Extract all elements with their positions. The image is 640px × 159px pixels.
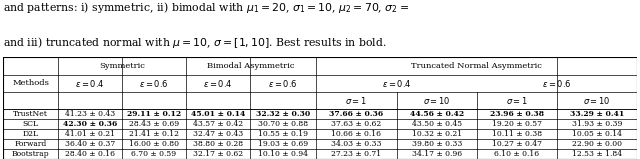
Text: 44.56 ± 0.42: 44.56 ± 0.42 [410,110,464,118]
Text: 38.80 ± 0.28: 38.80 ± 0.28 [193,140,243,148]
Text: $\varepsilon = 0.4$: $\varepsilon = 0.4$ [381,78,411,89]
Text: 19.20 ± 0.57: 19.20 ± 0.57 [492,120,542,128]
Text: 42.30 ± 0.36: 42.30 ± 0.36 [63,120,117,128]
Text: 37.66 ± 0.36: 37.66 ± 0.36 [330,110,383,118]
Text: $\varepsilon = 0.4$: $\varepsilon = 0.4$ [76,78,105,89]
Text: D2L: D2L [23,130,39,138]
Text: 37.63 ± 0.62: 37.63 ± 0.62 [332,120,381,128]
Text: 34.03 ± 0.33: 34.03 ± 0.33 [331,140,381,148]
Text: 30.70 ± 0.88: 30.70 ± 0.88 [258,120,308,128]
Text: $\varepsilon = 0.6$: $\varepsilon = 0.6$ [268,78,298,89]
Text: 6.70 ± 0.59: 6.70 ± 0.59 [131,150,176,158]
Text: 29.11 ± 0.12: 29.11 ± 0.12 [127,110,180,118]
Text: Symmetric: Symmetric [99,62,145,70]
Text: 45.01 ± 0.14: 45.01 ± 0.14 [191,110,245,118]
Text: $\sigma = 10$: $\sigma = 10$ [583,95,611,106]
Text: 6.10 ± 0.16: 6.10 ± 0.16 [495,150,540,158]
Text: 39.80 ± 0.33: 39.80 ± 0.33 [412,140,462,148]
Text: 32.32 ± 0.30: 32.32 ± 0.30 [255,110,310,118]
Text: 32.17 ± 0.62: 32.17 ± 0.62 [193,150,243,158]
Text: $\sigma = 1$: $\sigma = 1$ [346,95,367,106]
Text: 10.32 ± 0.21: 10.32 ± 0.21 [412,130,462,138]
Text: 41.01 ± 0.21: 41.01 ± 0.21 [65,130,115,138]
Text: 21.41 ± 0.12: 21.41 ± 0.12 [129,130,179,138]
Text: 19.03 ± 0.69: 19.03 ± 0.69 [258,140,308,148]
Text: SCL: SCL [23,120,39,128]
Text: 22.90 ± 0.00: 22.90 ± 0.00 [572,140,622,148]
Text: 28.43 ± 0.69: 28.43 ± 0.69 [129,120,179,128]
Text: 41.23 ± 0.43: 41.23 ± 0.43 [65,110,115,118]
Text: $\varepsilon = 0.4$: $\varepsilon = 0.4$ [203,78,232,89]
Text: $\varepsilon = 0.6$: $\varepsilon = 0.6$ [542,78,572,89]
Text: 10.27 ± 0.47: 10.27 ± 0.47 [492,140,542,148]
Text: and iii) truncated normal with $\mu = 10$, $\sigma = [1, 10]$. Best results in b: and iii) truncated normal with $\mu = 10… [3,35,387,50]
Text: 10.11 ± 0.38: 10.11 ± 0.38 [492,130,542,138]
Text: 33.29 ± 0.41: 33.29 ± 0.41 [570,110,624,118]
Text: 12.53 ± 1.84: 12.53 ± 1.84 [572,150,622,158]
Text: 43.57 ± 0.42: 43.57 ± 0.42 [193,120,243,128]
Text: TrustNet: TrustNet [13,110,48,118]
Text: 10.10 ± 0.94: 10.10 ± 0.94 [258,150,308,158]
Text: 16.00 ± 0.80: 16.00 ± 0.80 [129,140,179,148]
Text: 34.17 ± 0.96: 34.17 ± 0.96 [412,150,462,158]
Text: 10.66 ± 0.16: 10.66 ± 0.16 [332,130,381,138]
Text: 31.93 ± 0.39: 31.93 ± 0.39 [572,120,622,128]
Text: $\sigma = 1$: $\sigma = 1$ [506,95,528,106]
Text: 36.40 ± 0.37: 36.40 ± 0.37 [65,140,115,148]
Text: Forward: Forward [15,140,47,148]
Text: 23.96 ± 0.38: 23.96 ± 0.38 [490,110,544,118]
Text: Bootstrap: Bootstrap [12,150,50,158]
Text: 10.05 ± 0.14: 10.05 ± 0.14 [572,130,622,138]
Text: $\varepsilon = 0.6$: $\varepsilon = 0.6$ [139,78,168,89]
Text: Truncated Normal Asymmetric: Truncated Normal Asymmetric [411,62,541,70]
Text: 27.23 ± 0.71: 27.23 ± 0.71 [332,150,381,158]
Text: 32.47 ± 0.43: 32.47 ± 0.43 [193,130,243,138]
Text: 10.55 ± 0.19: 10.55 ± 0.19 [258,130,308,138]
Text: 28.40 ± 0.16: 28.40 ± 0.16 [65,150,115,158]
Text: $\sigma = 10$: $\sigma = 10$ [424,95,451,106]
Text: Bimodal Asymmetric: Bimodal Asymmetric [207,62,294,70]
Text: 43.50 ± 0.45: 43.50 ± 0.45 [412,120,462,128]
Text: Methods: Methods [12,79,49,87]
Text: and patterns: i) symmetric, ii) bimodal with $\mu_1 = 20$, $\sigma_1 = 10$, $\mu: and patterns: i) symmetric, ii) bimodal … [3,0,409,15]
